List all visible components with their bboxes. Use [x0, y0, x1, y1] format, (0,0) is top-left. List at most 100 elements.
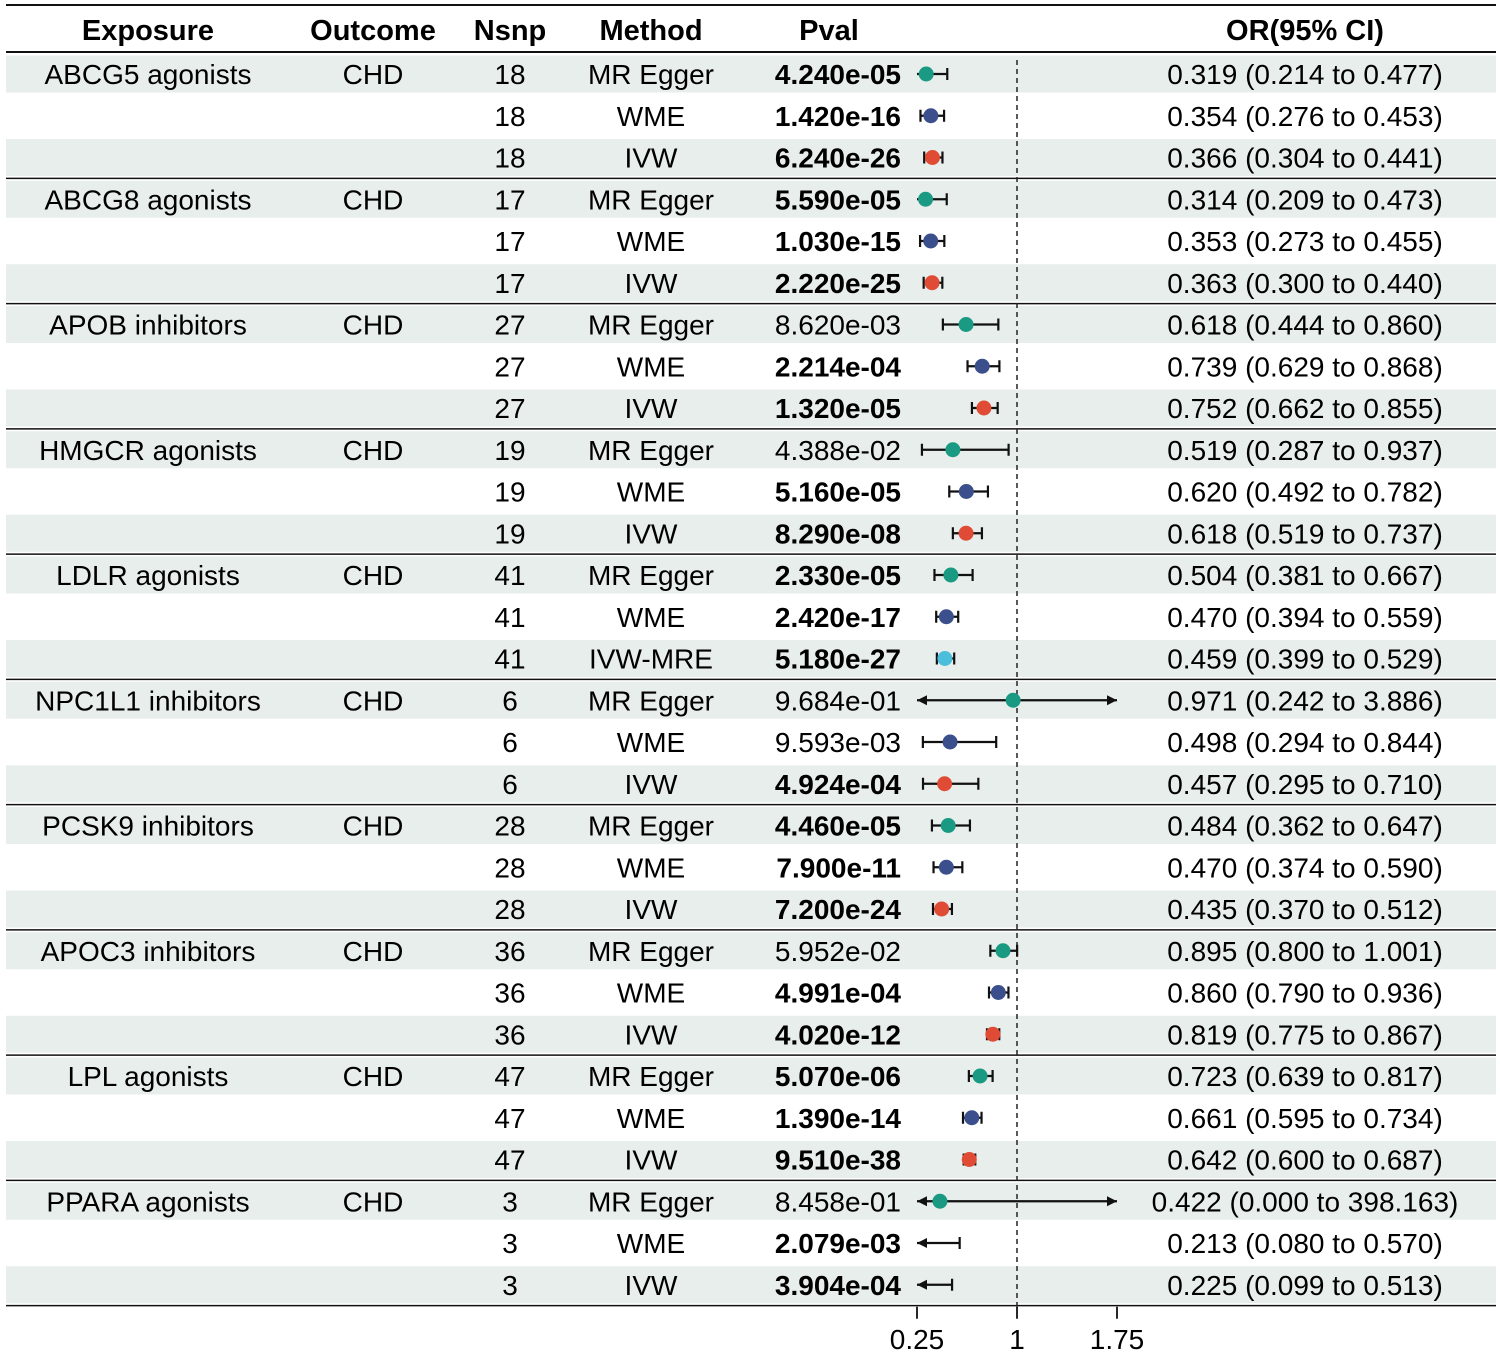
- nsnp-value: 36: [494, 936, 525, 967]
- table-cells: ABCG5 agonists CHD 18 MR Egger 4.240e-05 0.31…: [35, 59, 1458, 1301]
- exposure-label: APOB inhibitors: [49, 310, 247, 341]
- method-label: IVW: [625, 769, 678, 800]
- nsnp-value: 27: [494, 393, 525, 424]
- pval-value: 5.070e-06: [775, 1061, 901, 1092]
- pval-value: 3.904e-04: [775, 1270, 902, 1301]
- or-ci-text: 0.723 (0.639 to 0.817): [1167, 1061, 1443, 1092]
- header-exposure: Exposure: [82, 15, 214, 47]
- or-point: [937, 651, 953, 666]
- pval-value: 1.030e-15: [775, 226, 901, 257]
- method-label: WME: [617, 477, 685, 508]
- nsnp-value: 19: [494, 477, 525, 508]
- nsnp-value: 27: [494, 351, 525, 382]
- nsnp-value: 18: [494, 101, 525, 132]
- or-point: [942, 734, 958, 750]
- nsnp-value: 17: [494, 268, 525, 299]
- pval-value: 4.388e-02: [775, 435, 901, 466]
- method-label: MR Egger: [588, 310, 714, 341]
- or-ci-text: 0.470 (0.394 to 0.559): [1167, 602, 1443, 633]
- header-outcome: Outcome: [310, 15, 436, 47]
- or-point: [995, 943, 1011, 959]
- header-method: Method: [599, 15, 702, 47]
- forest-marks: [917, 66, 1117, 1291]
- nsnp-value: 41: [494, 602, 525, 633]
- outcome-label: CHD: [343, 59, 404, 90]
- exposure-label: PCSK9 inhibitors: [42, 811, 254, 842]
- row-band: [6, 264, 1496, 302]
- method-label: WME: [617, 226, 685, 257]
- nsnp-value: 28: [494, 894, 525, 925]
- nsnp-value: 19: [494, 435, 525, 466]
- row-band: [6, 514, 1496, 552]
- row-band: [6, 1182, 1496, 1220]
- pval-value: 4.020e-12: [775, 1019, 901, 1050]
- pval-value: 8.458e-01: [775, 1186, 901, 1217]
- outcome-label: CHD: [343, 811, 404, 842]
- method-label: MR Egger: [588, 936, 714, 967]
- row-band: [6, 807, 1496, 844]
- pval-value: 2.079e-03: [775, 1228, 901, 1259]
- method-label: IVW: [625, 1019, 678, 1050]
- nsnp-value: 36: [494, 978, 525, 1009]
- nsnp-value: 3: [502, 1228, 518, 1259]
- nsnp-value: 41: [494, 644, 525, 675]
- method-label: MR Egger: [588, 685, 714, 716]
- method-label: MR Egger: [588, 1061, 714, 1092]
- nsnp-value: 17: [494, 184, 525, 215]
- or-ci-text: 0.363 (0.300 to 0.440): [1167, 268, 1443, 299]
- pval-value: 8.290e-08: [775, 518, 901, 549]
- or-point: [945, 442, 961, 458]
- or-ci-text: 0.819 (0.775 to 0.867): [1167, 1019, 1443, 1050]
- nsnp-value: 47: [494, 1145, 525, 1176]
- ci-arrow-right: [1107, 695, 1117, 706]
- outcome-label: CHD: [343, 936, 404, 967]
- or-point: [943, 567, 959, 583]
- row-band: [6, 1266, 1496, 1304]
- or-ci-text: 0.470 (0.374 to 0.590): [1167, 852, 1443, 883]
- nsnp-value: 6: [502, 727, 518, 758]
- nsnp-value: 47: [494, 1103, 525, 1134]
- method-label: WME: [617, 602, 685, 633]
- or-point: [923, 233, 939, 249]
- or-ci-text: 0.971 (0.242 to 3.886): [1167, 685, 1443, 716]
- method-label: IVW: [625, 268, 678, 299]
- outcome-label: CHD: [343, 1061, 404, 1092]
- pval-value: 5.952e-02: [775, 936, 901, 967]
- nsnp-value: 6: [502, 685, 518, 716]
- row-band: [6, 1141, 1496, 1178]
- table-header: Exposure Outcome Nsnp Method Pval OR(95%…: [82, 15, 1384, 47]
- or-point: [974, 358, 990, 374]
- or-ci-text: 0.504 (0.381 to 0.667): [1167, 560, 1443, 591]
- or-ci-text: 0.213 (0.080 to 0.570): [1167, 1228, 1443, 1259]
- ci-arrow-left: [917, 1279, 927, 1290]
- or-point: [932, 1193, 948, 1209]
- method-label: MR Egger: [588, 560, 714, 591]
- x-axis: 0.25 1 1.75: [890, 1306, 1144, 1355]
- or-point: [990, 985, 1006, 1000]
- pval-value: 9.684e-01: [775, 685, 901, 716]
- outcome-label: CHD: [343, 560, 404, 591]
- or-point: [976, 400, 992, 416]
- ci-arrow-left: [917, 1196, 927, 1207]
- pval-value: 9.510e-38: [775, 1145, 901, 1176]
- x-tick-label: 1: [1009, 1324, 1025, 1355]
- nsnp-value: 17: [494, 226, 525, 257]
- pval-value: 6.240e-26: [775, 143, 901, 174]
- or-point: [934, 901, 950, 917]
- exposure-label: PPARA agonists: [46, 1186, 249, 1217]
- pval-value: 1.320e-05: [775, 393, 901, 424]
- pval-value: 2.420e-17: [775, 602, 901, 633]
- method-label: IVW: [625, 1145, 678, 1176]
- pval-value: 9.593e-03: [775, 727, 901, 758]
- row-band: [6, 640, 1496, 677]
- ci-arrow-right: [1107, 1196, 1117, 1207]
- nsnp-value: 28: [494, 811, 525, 842]
- pval-value: 5.160e-05: [775, 477, 901, 508]
- method-label: IVW: [625, 1270, 678, 1301]
- exposure-label: ABCG8 agonists: [45, 184, 252, 215]
- or-ci-text: 0.435 (0.370 to 0.512): [1167, 894, 1443, 925]
- row-band: [6, 306, 1496, 343]
- outcome-label: CHD: [343, 310, 404, 341]
- or-ci-text: 0.661 (0.595 to 0.734): [1167, 1103, 1443, 1134]
